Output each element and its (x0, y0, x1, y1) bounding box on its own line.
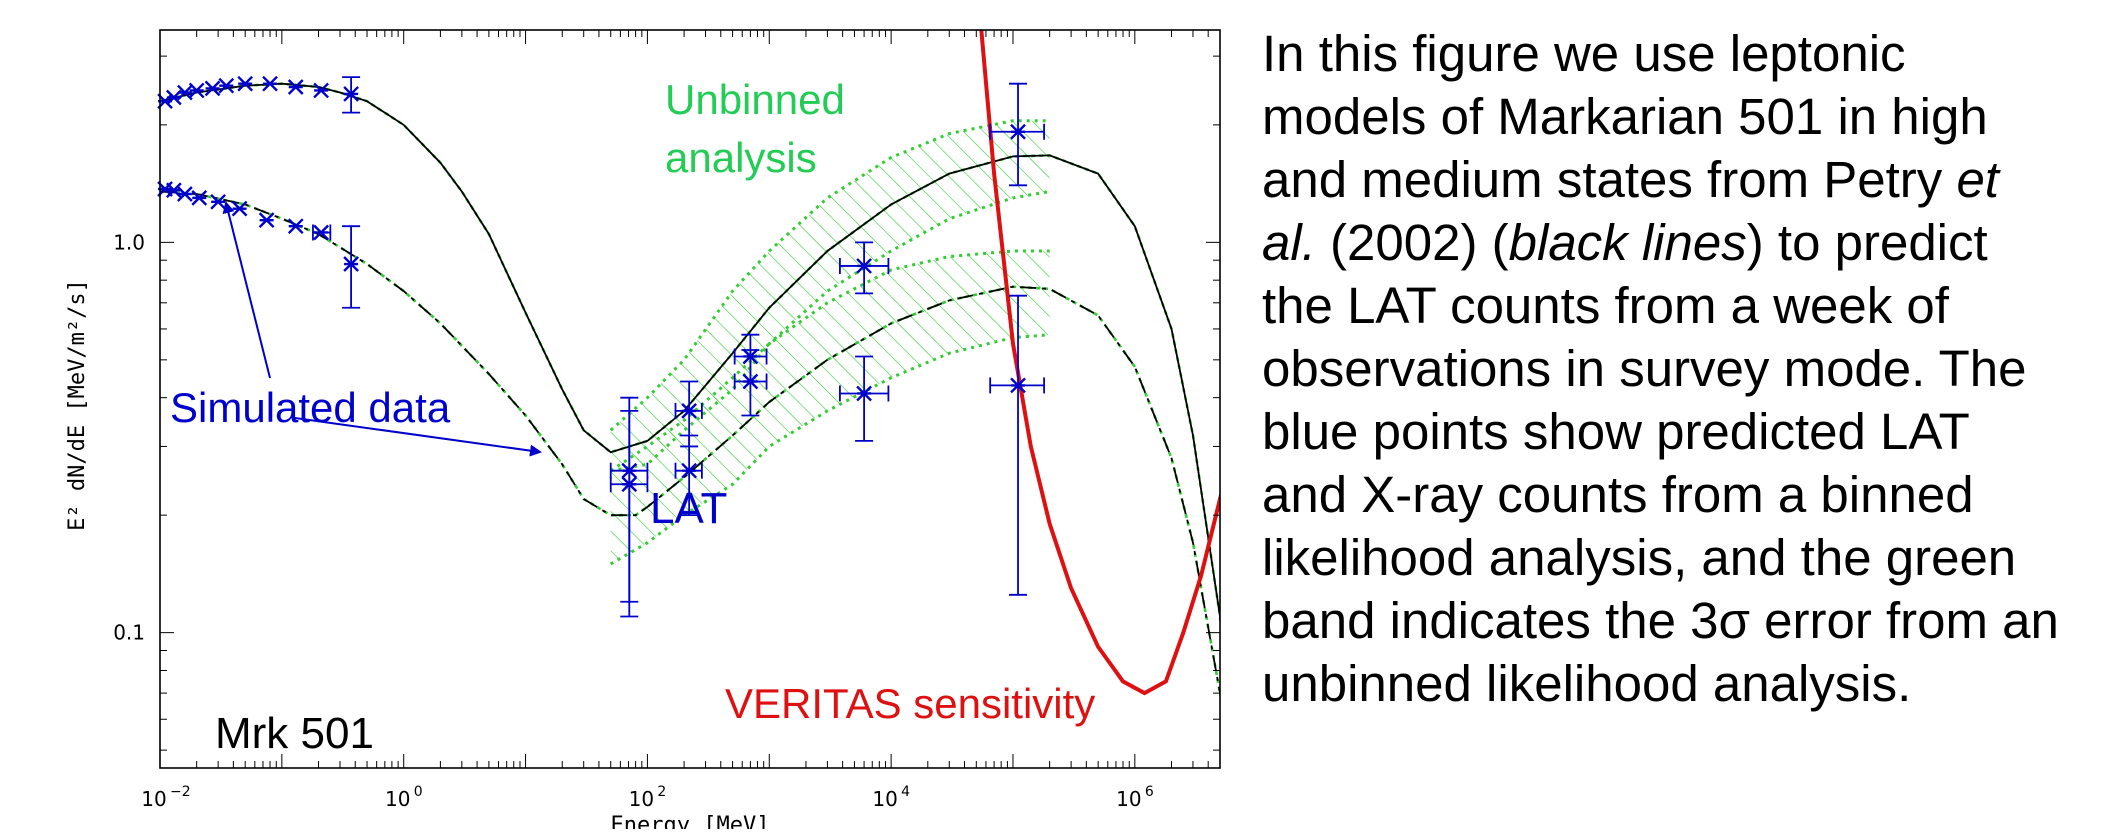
data-point-marker (313, 224, 329, 241)
x-tick-label: 10 (385, 787, 410, 811)
caption-text: the LAT counts from a week of (1262, 277, 1949, 334)
error-band-upper-edge (609, 249, 1050, 472)
plot-frame (159, 29, 1221, 769)
x-tick-label: 10 (872, 787, 897, 811)
error-band-lower-edge (609, 333, 1050, 566)
caption-text: and X-ray counts from a binned (1262, 466, 1974, 523)
caption-line: unbinned likelihood analysis. (1262, 652, 2112, 715)
error-band-lower-edge (610, 190, 1050, 473)
figure-caption: In this figure we use leptonic models of… (1262, 22, 2112, 715)
data-point-marker (204, 80, 221, 97)
data-point-marker (231, 200, 248, 217)
caption-line: al. (2002) (black lines) to predict (1262, 211, 2112, 274)
x-tick-label: 10 (629, 787, 654, 811)
x-tick-label: 10 (1116, 787, 1141, 811)
x-tick-label-exponent: 0 (414, 784, 423, 800)
caption-text: band indicates the 3σ error from an (1262, 592, 2059, 649)
data-point-marker (681, 403, 697, 419)
caption-line: In this figure we use leptonic (1262, 22, 2112, 85)
x-tick-label-exponent: 4 (901, 784, 910, 800)
data-point-marker (287, 218, 304, 235)
caption-text: observations in survey mode. The (1262, 340, 2027, 397)
x-tick-label-exponent: −2 (170, 784, 191, 800)
data-point-marker (313, 82, 329, 99)
annotation-mrk501: Mrk 501 (215, 709, 374, 758)
error-band-upper-edge (609, 119, 1050, 432)
chart-figure: 10 −2 10 0 10 2 10 4 10 6 1.0 0.1 E² dN/dE [MeV/m²/… (65, 29, 1221, 834)
arrow-to-xray (222, 201, 271, 379)
error-band-fill (610, 120, 1050, 471)
y-tick-label: 0.1 (113, 621, 145, 645)
error-band-fill (610, 251, 1050, 564)
caption-line: band indicates the 3σ error from an (1262, 589, 2112, 652)
veritas-sensitivity-curve (979, 30, 1220, 696)
caption-italic: black lines (1508, 214, 1747, 271)
caption-text: unbinned likelihood analysis. (1262, 655, 1912, 712)
data-point-marker (856, 258, 872, 274)
x-tick-label-exponent: 2 (657, 784, 666, 800)
arrow-to-lat (294, 417, 542, 457)
data-point-marker (262, 75, 278, 92)
data-point-marker (188, 82, 205, 99)
x-axis-label: Energy [MeV] (611, 813, 770, 829)
annotation-unbinned-line2: analysis (665, 134, 817, 181)
caption-line: likelihood analysis, and the green (1262, 526, 2112, 589)
caption-text: (2002) ( (1315, 214, 1509, 271)
caption-text: ) to predict (1746, 214, 1988, 271)
caption-italic: et (1956, 151, 1999, 208)
caption-text: blue points show predicted LAT (1262, 403, 1970, 460)
caption-line: models of Markarian 501 in high (1262, 85, 2112, 148)
caption-text: models of Markarian 501 in high (1262, 88, 1988, 145)
data-point-marker (742, 373, 759, 390)
data-point-marker (1010, 123, 1026, 140)
data-point-marker (218, 77, 235, 94)
y-tick-label: 1.0 (113, 230, 145, 254)
caption-line: and medium states from Petry et (1262, 148, 2112, 211)
data-point-marker (177, 186, 193, 202)
caption-text: and medium states from Petry (1262, 151, 1957, 208)
data-point-marker (856, 385, 872, 402)
caption-text: In this figure we use leptonic (1262, 25, 1906, 82)
x-tick-label: 10 (141, 787, 166, 811)
data-point-marker (621, 476, 638, 493)
x-tick-label-exponent: 6 (1145, 784, 1154, 800)
data-point-marker (343, 256, 359, 272)
data-point-marker (681, 462, 697, 479)
caption-line: observations in survey mode. The (1262, 337, 2112, 400)
data-point-marker (237, 75, 254, 92)
caption-line: the LAT counts from a week of (1262, 274, 2112, 337)
annotation-lat: LAT (650, 484, 727, 533)
y-axis-label: E² dN/dE [MeV/m²/s] (65, 279, 90, 531)
chart-svg: 10 −2 10 0 10 2 10 4 10 61.00.1 E² dN/dE [MeV/m²/… (65, 29, 1221, 834)
data-point-marker (1010, 377, 1026, 394)
data-point-marker (343, 86, 359, 102)
caption-italic: al. (1262, 214, 1316, 271)
caption-text: likelihood analysis, and the green (1262, 529, 2017, 586)
caption-line: and X-ray counts from a binned (1262, 463, 2112, 526)
annotation-veritas: VERITAS sensitivity (725, 680, 1095, 727)
data-point-marker (191, 190, 208, 206)
annotation-unbinned-line1: Unbinned (665, 76, 845, 123)
annotation-simulated-data: Simulated data (170, 384, 451, 431)
data-point-marker (258, 212, 275, 228)
data-point-marker (287, 79, 304, 95)
caption-line: blue points show predicted LAT (1262, 400, 2112, 463)
data-point-marker (210, 193, 226, 210)
